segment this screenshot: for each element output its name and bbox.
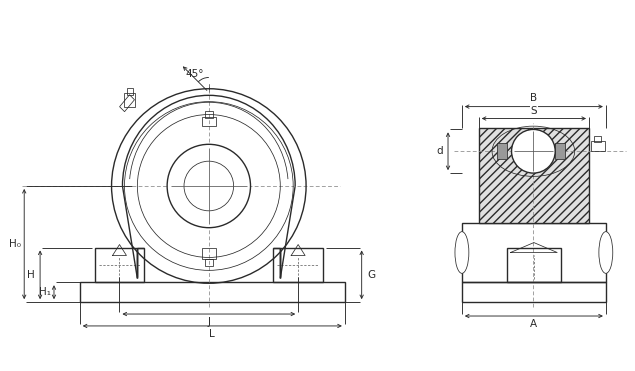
- Text: L: L: [210, 329, 215, 339]
- Ellipse shape: [599, 232, 613, 273]
- Text: H₁: H₁: [39, 287, 51, 297]
- Bar: [80, 282, 345, 302]
- Bar: [462, 282, 606, 302]
- Text: 45°: 45°: [185, 69, 204, 79]
- Bar: [95, 247, 144, 282]
- Bar: [273, 247, 323, 282]
- Bar: [591, 141, 605, 151]
- Bar: [124, 93, 135, 107]
- Ellipse shape: [455, 232, 469, 273]
- Bar: [594, 137, 601, 142]
- Bar: [202, 116, 216, 127]
- Text: B: B: [530, 93, 537, 103]
- Bar: [462, 223, 606, 282]
- Bar: [497, 143, 507, 159]
- Bar: [507, 247, 561, 282]
- Text: H: H: [27, 270, 35, 280]
- Bar: [479, 128, 589, 223]
- Bar: [205, 111, 213, 118]
- Bar: [126, 88, 133, 95]
- Bar: [555, 143, 565, 159]
- Bar: [205, 259, 213, 266]
- Text: d: d: [437, 146, 443, 156]
- Text: S: S: [531, 106, 537, 115]
- Text: H₀: H₀: [10, 239, 22, 249]
- Text: J: J: [207, 317, 210, 327]
- Bar: [202, 247, 216, 259]
- Text: A: A: [530, 319, 537, 329]
- Circle shape: [168, 145, 250, 227]
- Circle shape: [512, 129, 555, 173]
- Text: G: G: [368, 270, 376, 280]
